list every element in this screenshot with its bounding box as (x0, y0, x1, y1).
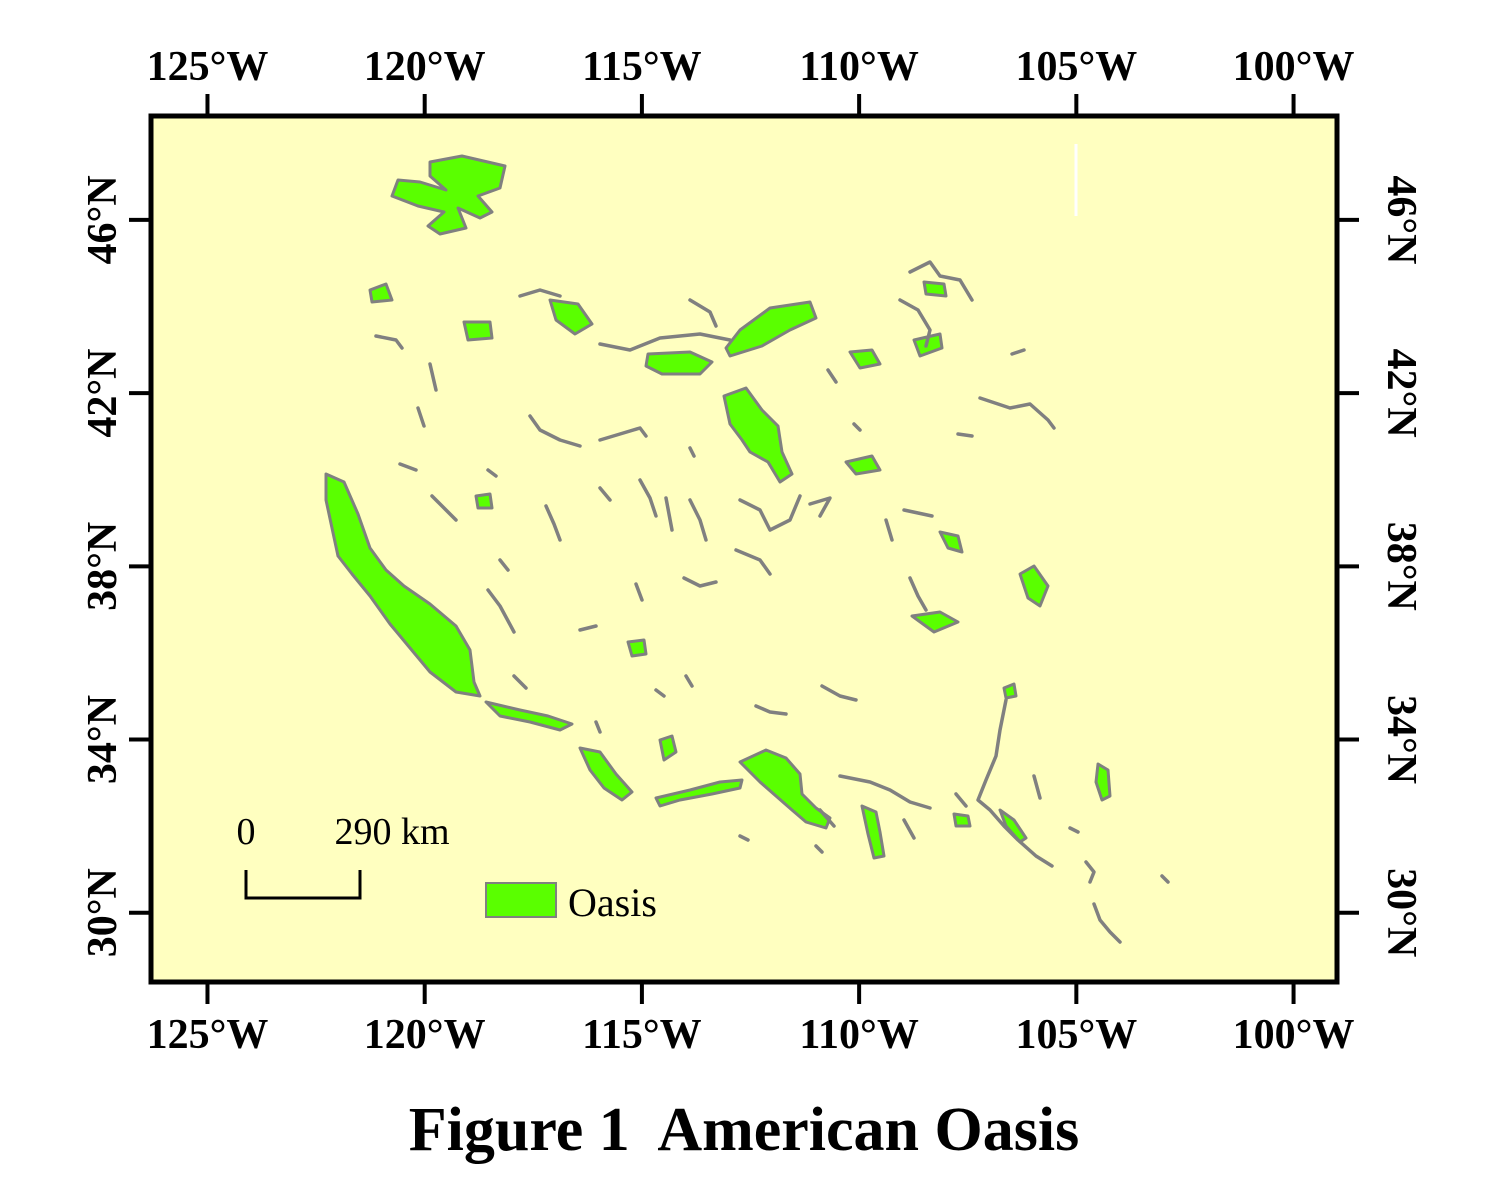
lat-label-right-3: 34°N (1378, 695, 1424, 784)
oasis-co-rg (938, 530, 964, 554)
scale-bar-line (244, 870, 362, 900)
scale-bar-end-label: 290 km (334, 811, 449, 853)
legend-label: Oasis (568, 880, 657, 925)
oasis-regions (324, 154, 1112, 860)
oasis-az-se (860, 804, 886, 860)
lat-label-left-1: 42°N (80, 349, 126, 438)
legend-swatch (485, 882, 557, 918)
lat-label-right-1: 42°N (1378, 349, 1424, 438)
oasis-snake-river-2 (644, 350, 714, 376)
oasis-elpaso (998, 808, 1028, 844)
scale-bar-start-label: 0 (237, 811, 256, 853)
oasis-co-north (844, 454, 882, 476)
oasis-nm-mid (952, 812, 972, 828)
lon-label-top-0: 125°W (147, 44, 269, 90)
map-frame (148, 113, 1340, 985)
lat-label-right-2: 38°N (1378, 522, 1424, 611)
lon-label-top-4: 105°W (1015, 44, 1137, 90)
oasis-nm-east (1094, 762, 1112, 802)
oasis-wasatch-2 (462, 320, 494, 342)
oasis-wy-n (922, 280, 948, 298)
lon-label-top-3: 110°W (799, 44, 918, 90)
oasis-la-basin (484, 700, 574, 732)
lon-label-top-1: 120°W (364, 44, 486, 90)
lon-label-top-5: 100°W (1233, 44, 1355, 90)
graticule-axes: 125°W 125°W 120°W 120°W 115°W 115°W 110°W 110°W… (80, 44, 1424, 1058)
lon-label-bottom-4: 105°W (1015, 1012, 1137, 1058)
lon-label-top-2: 115°W (582, 44, 701, 90)
oasis-co-sl (910, 610, 960, 634)
oasis-ut-sw (474, 492, 494, 510)
oasis-small-1 (368, 282, 394, 304)
lon-label-bottom-1: 120°W (364, 1012, 486, 1058)
lat-label-left-4: 30°N (80, 868, 126, 957)
oasis-imperial (578, 746, 634, 802)
oasis-wy-2 (848, 348, 882, 370)
oasis-nm-rg (1002, 682, 1018, 700)
oasis-central-valley (324, 472, 482, 698)
oasis-columbia-basin (390, 154, 507, 236)
oasis-fragments (374, 260, 1170, 944)
legend: Oasis (485, 880, 657, 925)
lat-label-left-2: 38°N (80, 522, 126, 611)
oasis-snake-river (548, 298, 594, 336)
oasis-gila (654, 778, 744, 808)
lat-label-right-4: 30°N (1378, 868, 1424, 957)
lat-label-left-3: 34°N (80, 695, 126, 784)
map-background (151, 116, 1337, 982)
oasis-co-east (1018, 564, 1050, 608)
lon-label-bottom-5: 100°W (1233, 1012, 1355, 1058)
oasis-lasvegas (626, 638, 648, 658)
lat-label-right-0: 46°N (1378, 175, 1424, 264)
oasis-phoenix (738, 748, 832, 830)
oasis-az-mid (658, 734, 678, 762)
lat-label-left-0: 46°N (80, 175, 126, 264)
lon-label-bottom-2: 115°W (582, 1012, 701, 1058)
figure-title: Figure 1 American Oasis (409, 1096, 1079, 1164)
lon-label-bottom-3: 110°W (799, 1012, 918, 1058)
oasis-wasatch-front (722, 386, 794, 484)
scale-bar: 0 290 km (237, 811, 450, 900)
lon-label-bottom-0: 125°W (147, 1012, 269, 1058)
oasis-idaho-falls (724, 300, 818, 358)
